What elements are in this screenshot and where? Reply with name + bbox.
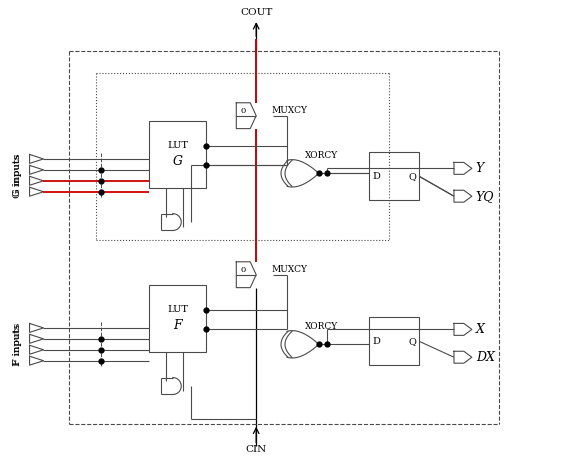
Text: Q: Q <box>408 337 416 346</box>
Bar <box>149 285 207 352</box>
Text: XORCY: XORCY <box>305 151 338 160</box>
Bar <box>369 318 419 365</box>
Text: LUT: LUT <box>167 305 188 314</box>
Text: LUT: LUT <box>167 141 188 150</box>
Text: G: G <box>172 155 183 168</box>
Text: CIN: CIN <box>246 445 267 454</box>
Bar <box>369 152 419 200</box>
Text: X: X <box>476 323 485 336</box>
Text: Q: Q <box>408 172 416 181</box>
Text: D: D <box>372 337 380 346</box>
Text: G inputs: G inputs <box>13 153 22 198</box>
Text: 0: 0 <box>240 107 246 115</box>
Text: F inputs: F inputs <box>13 324 22 365</box>
Text: MUXCY: MUXCY <box>271 265 307 274</box>
Text: F: F <box>174 319 182 332</box>
Text: F inputs: F inputs <box>13 323 22 366</box>
Text: MUXCY: MUXCY <box>271 106 307 115</box>
Text: YQ: YQ <box>476 190 494 203</box>
Text: G inputs: G inputs <box>13 155 22 196</box>
Text: Y: Y <box>476 162 484 175</box>
Text: COUT: COUT <box>240 8 272 17</box>
Text: XORCY: XORCY <box>305 322 338 331</box>
Text: 0: 0 <box>240 266 246 274</box>
Text: D: D <box>372 172 380 181</box>
Bar <box>149 121 207 188</box>
Text: DX: DX <box>476 351 494 364</box>
